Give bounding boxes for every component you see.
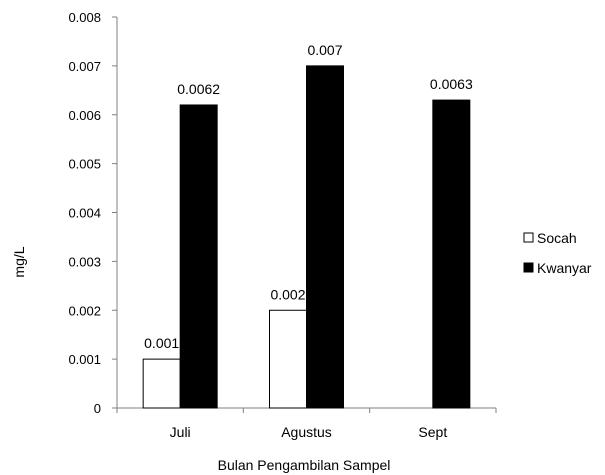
y-tick-label: 0.008	[68, 10, 101, 25]
y-axis-title: mg/L	[11, 246, 27, 277]
bar-kwanyar-juli	[179, 104, 218, 409]
y-axis: 0 0.001 0.002 0.003 0.004 0.005 0.006 0.007 0.00…	[68, 10, 118, 416]
y-tick-label: 0.005	[68, 157, 101, 172]
bars	[142, 65, 471, 409]
legend: Socah Kwanyar	[523, 230, 592, 276]
data-label: 0.007	[307, 42, 342, 58]
legend-swatch	[523, 262, 534, 273]
y-tick-label: 0.006	[68, 108, 101, 123]
x-tick-label: Juli	[170, 424, 191, 440]
bar-kwanyar-sept	[432, 99, 471, 409]
legend-label: Socah	[537, 230, 577, 246]
y-tick-label: 0.004	[68, 206, 101, 221]
legend-label: Kwanyar	[537, 260, 592, 276]
x-tick-label: Agustus	[281, 424, 332, 440]
y-tick-label: 0.007	[68, 59, 101, 74]
x-tick-label: Sept	[418, 424, 447, 440]
bar-kwanyar-agustus	[306, 65, 344, 409]
data-label: 0.002	[270, 286, 305, 302]
data-label: 0.0063	[430, 76, 473, 92]
data-labels: 0.001 0.002 0.0062 0.007 0.0063	[144, 42, 473, 351]
legend-swatch	[523, 232, 534, 243]
y-tick-label: 0.001	[68, 352, 101, 367]
x-axis: Juli Agustus Sept	[116, 407, 497, 440]
x-axis-title: Bulan Pengambilan Sampel	[218, 457, 391, 473]
bar-socah-agustus	[269, 309, 307, 409]
data-label: 0.001	[144, 335, 179, 351]
data-label: 0.0062	[177, 81, 220, 97]
y-tick-label: 0.002	[68, 303, 101, 318]
y-tick-label: 0	[94, 401, 101, 416]
bar-socah-juli	[142, 358, 181, 409]
y-tick-label: 0.003	[68, 254, 101, 269]
